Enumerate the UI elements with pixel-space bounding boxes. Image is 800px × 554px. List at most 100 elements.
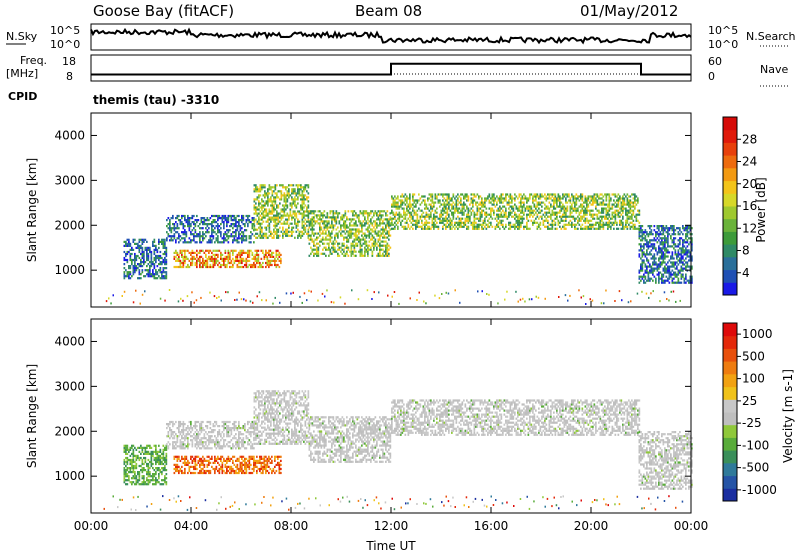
echo-cell [466, 219, 468, 222]
echo-cell [341, 216, 344, 219]
echo-cell [434, 193, 437, 196]
echo-cell [386, 248, 389, 251]
echo-cell [508, 213, 510, 216]
echo-cell [202, 259, 204, 262]
echo-cell [291, 216, 293, 219]
echo-cell [350, 246, 353, 249]
echo-cell [526, 217, 528, 220]
echo-cell [126, 460, 129, 464]
echo-cell [526, 199, 528, 202]
echo-cell [647, 247, 650, 250]
echo-cell [256, 206, 259, 209]
echo-cell [355, 254, 357, 257]
echo-cell [469, 209, 471, 212]
echo-cell [288, 230, 290, 233]
echo-cell [547, 211, 549, 214]
echo-cell [640, 265, 642, 268]
nsky-series-line [90, 27, 692, 45]
echo-cell [131, 444, 133, 447]
echo-cell [328, 244, 330, 247]
echo-cell [209, 265, 212, 269]
echo-cell [247, 214, 249, 218]
echo-cell [267, 200, 269, 203]
echo-cell [212, 261, 215, 265]
echo-cell [165, 273, 168, 276]
echo-cell [472, 197, 474, 200]
echo-cell [659, 225, 662, 228]
echo-cell [605, 197, 608, 200]
echo-cell [670, 237, 672, 240]
echo-cell [512, 205, 515, 208]
echo-cell [667, 229, 669, 232]
echo-cell [493, 201, 495, 204]
echo-cell [199, 259, 201, 262]
echo-cell [202, 217, 204, 220]
echo-cell [350, 244, 353, 247]
echo-cell [545, 213, 548, 216]
echo-cell [626, 203, 629, 206]
echo-cell [255, 206, 257, 209]
echo-cell [331, 252, 333, 255]
echo-cell [300, 186, 302, 189]
speckle-cell [630, 300, 632, 303]
echo-cell [445, 217, 447, 220]
echo-cell [550, 205, 552, 208]
echo-cell [490, 201, 492, 204]
echo-cell [470, 221, 473, 224]
speckle-cell [663, 291, 666, 294]
echo-cell [132, 265, 135, 268]
echo-cell [397, 203, 399, 206]
echo-cell [556, 215, 558, 218]
echo-cell [253, 241, 255, 244]
echo-cell [131, 481, 133, 484]
echo-cell [175, 265, 177, 269]
echo-cell [153, 277, 156, 280]
echo-cell [500, 211, 503, 214]
echo-cell [169, 221, 171, 224]
echo-cell [268, 184, 271, 187]
power-heatmap-cells [105, 184, 693, 305]
echo-cell [285, 186, 287, 189]
echo-cell [337, 234, 339, 237]
echo-cell [392, 205, 395, 208]
echo-cell [161, 238, 163, 241]
echo-cell [602, 199, 605, 202]
echo-cell [658, 227, 660, 230]
echo-cell [147, 475, 150, 478]
echo-cell [179, 239, 182, 242]
echo-cell [406, 213, 408, 216]
echo-cell [311, 212, 314, 215]
echo-cell [350, 236, 353, 239]
echo-cell [416, 221, 419, 224]
echo-cell [230, 217, 233, 220]
echo-cell [400, 195, 402, 198]
echo-cell [574, 225, 576, 228]
echo-cell [126, 467, 129, 470]
echo-cell [203, 263, 206, 267]
echo-cell [578, 213, 581, 216]
echo-cell [388, 254, 390, 257]
echo-cell [443, 203, 446, 206]
echo-cell [138, 263, 141, 266]
echo-cell [581, 193, 584, 196]
echo-cell [640, 225, 642, 228]
echo-cell [224, 231, 227, 234]
echo-cell [283, 212, 286, 215]
echo-cell [352, 252, 354, 255]
echo-cell [141, 448, 144, 451]
echo-cell [416, 201, 419, 204]
echo-cell [197, 233, 200, 236]
echo-cell [238, 219, 240, 222]
echo-cell [464, 193, 467, 196]
echo-cell [140, 252, 142, 256]
echo-cell [270, 188, 272, 191]
echo-cell [428, 193, 431, 196]
echo-cell [368, 240, 371, 243]
echo-cell [604, 217, 606, 220]
echo-cell [643, 237, 645, 240]
echo-cell [347, 230, 350, 233]
echo-cell [328, 216, 330, 219]
echo-cell [506, 193, 509, 196]
echo-cell [667, 277, 669, 280]
echo-cell [403, 227, 405, 230]
